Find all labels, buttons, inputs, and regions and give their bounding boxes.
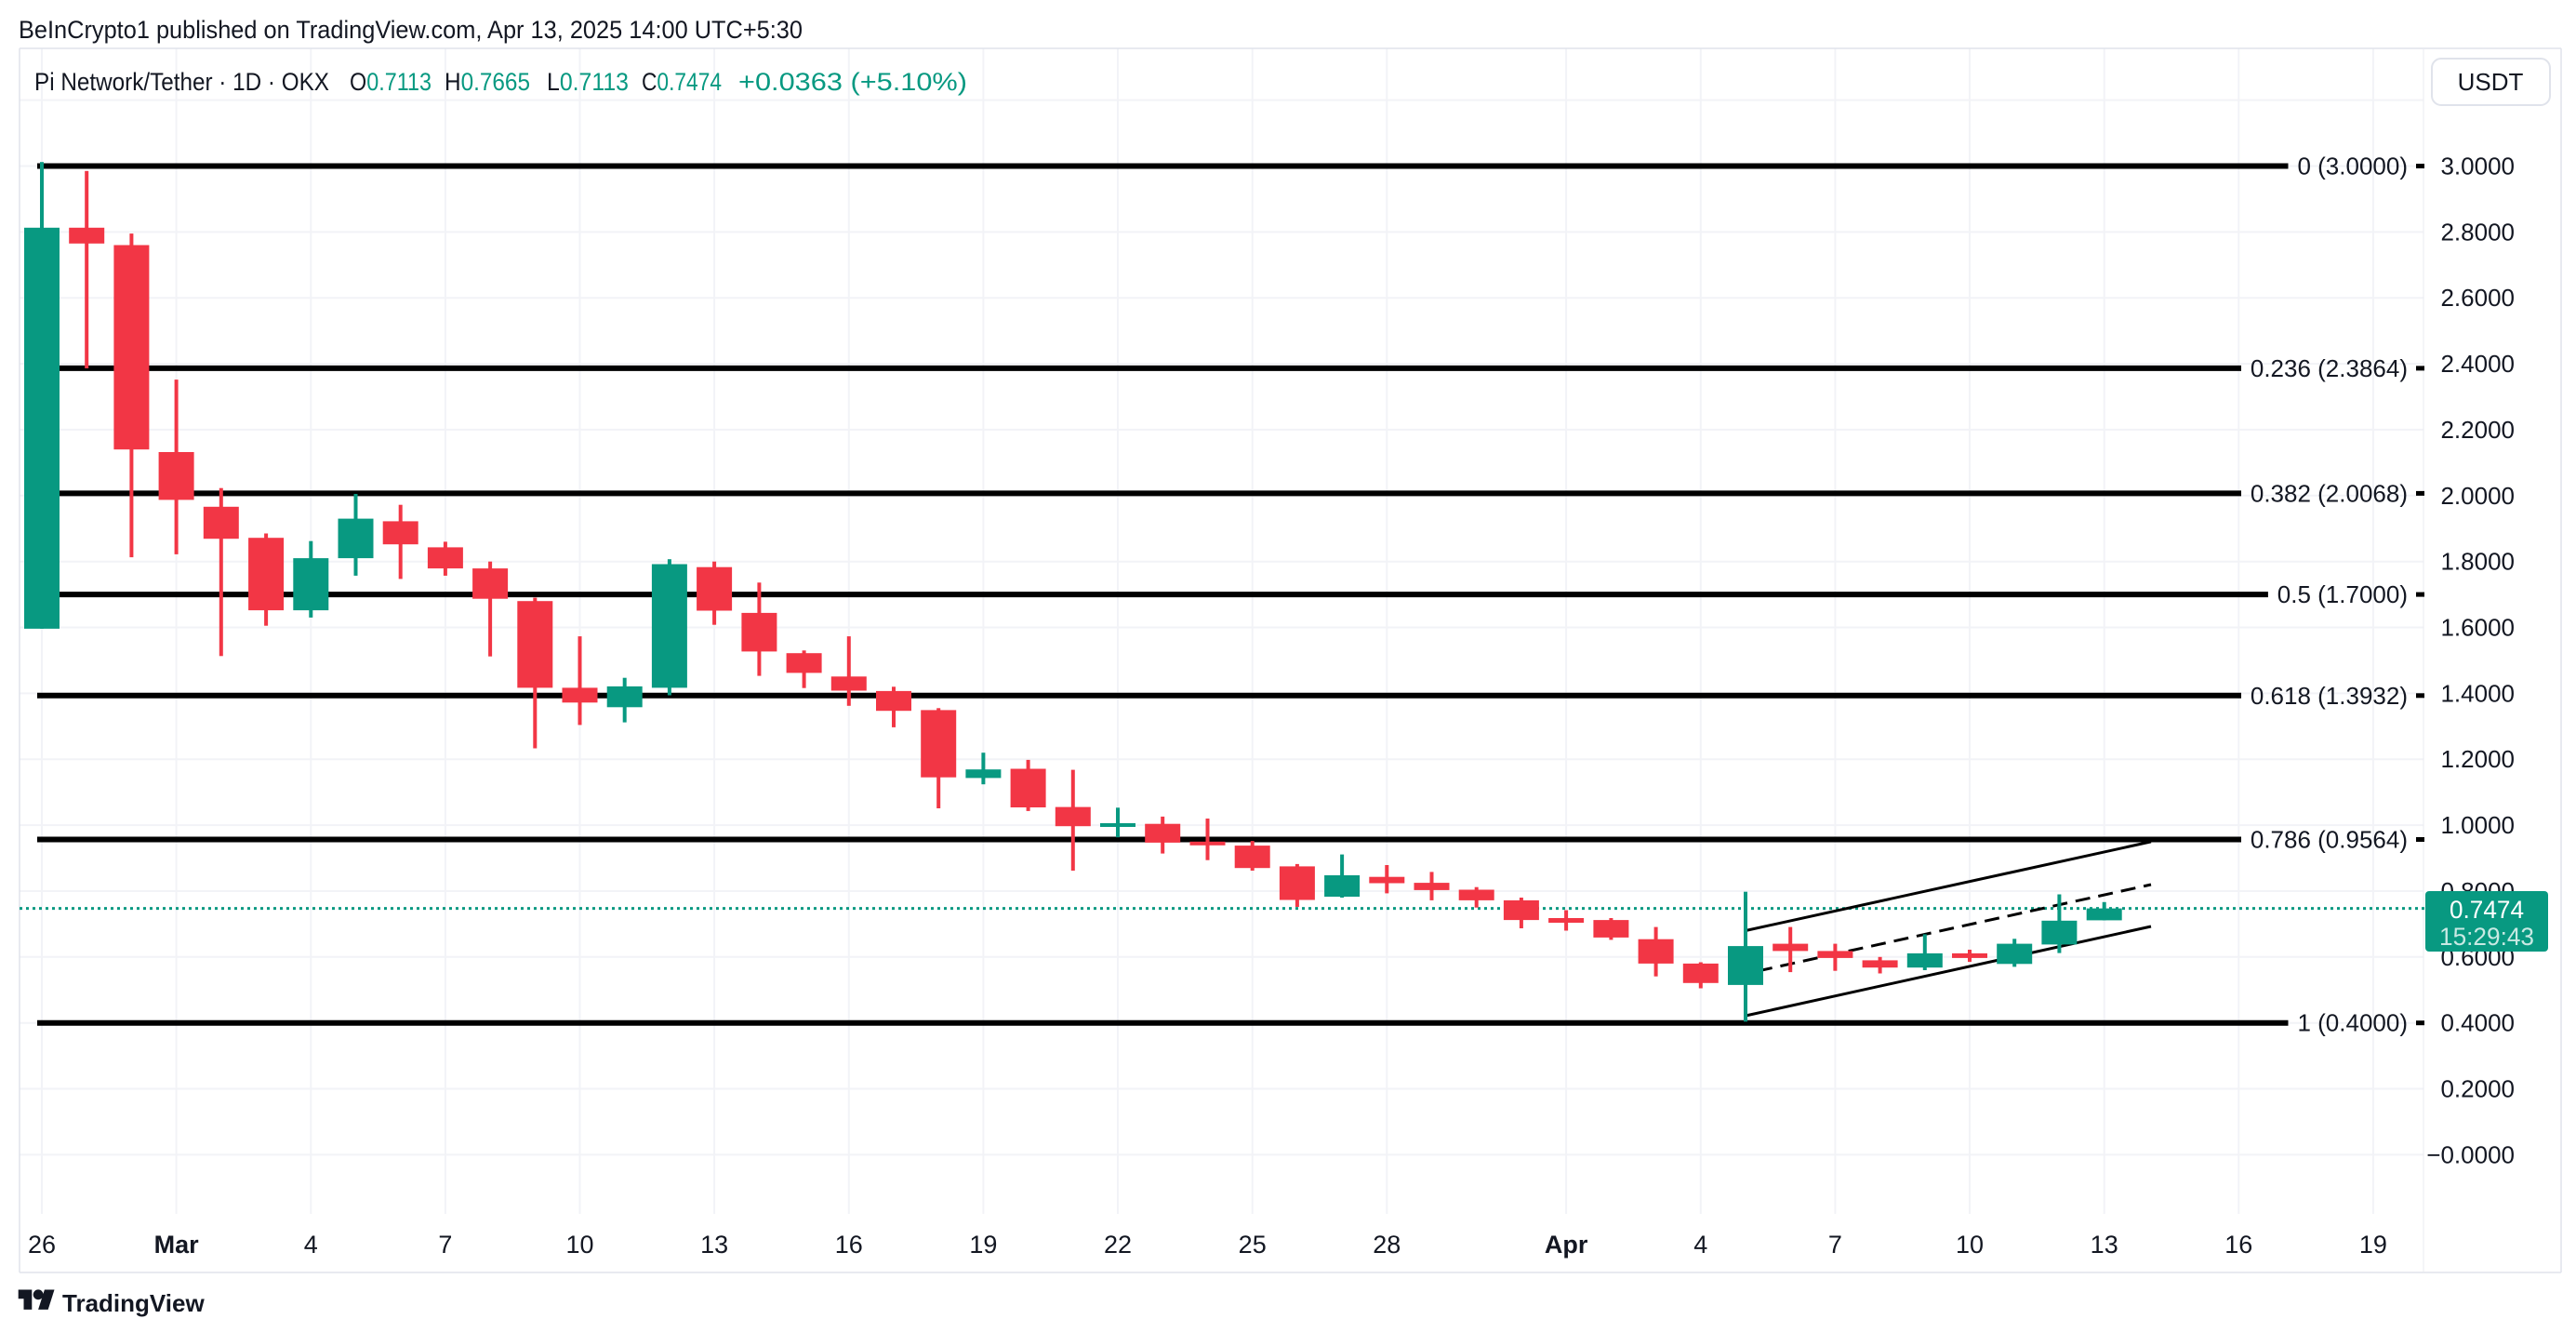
svg-text:O0.7113: O0.7113 [350,68,432,96]
svg-text:−0.0000: −0.0000 [2426,1140,2515,1168]
svg-text:2.2000: 2.2000 [2440,416,2515,444]
svg-text:C0.7474: C0.7474 [642,68,722,96]
svg-text:Mar: Mar [154,1231,200,1259]
svg-text:26: 26 [28,1231,56,1259]
svg-text:0 (3.0000): 0 (3.0000) [2297,153,2408,180]
svg-text:2.4000: 2.4000 [2440,350,2515,378]
svg-text:1 (0.4000): 1 (0.4000) [2297,1009,2408,1037]
svg-text:Pi Network/Tether · 1D · OKX: Pi Network/Tether · 1D · OKX [34,68,329,96]
svg-text:10: 10 [1956,1231,1984,1259]
svg-text:0.4000: 0.4000 [2440,1009,2515,1037]
svg-text:13: 13 [700,1231,728,1259]
svg-text:22: 22 [1104,1231,1132,1259]
svg-text:Apr: Apr [1545,1231,1588,1259]
svg-text:15:29:43: 15:29:43 [2439,923,2534,951]
svg-text:0.618 (1.3932): 0.618 (1.3932) [2251,682,2408,710]
svg-text:19: 19 [2359,1231,2387,1259]
svg-text:4: 4 [1693,1231,1707,1259]
svg-text:3.0000: 3.0000 [2440,153,2515,180]
svg-text:1.0000: 1.0000 [2440,811,2515,839]
svg-text:16: 16 [835,1231,863,1259]
svg-text:1.8000: 1.8000 [2440,548,2515,576]
svg-text:0.382 (2.0068): 0.382 (2.0068) [2251,479,2408,507]
svg-text:TradingView: TradingView [62,1289,205,1317]
svg-text:4: 4 [304,1231,318,1259]
svg-text:0.5 (1.7000): 0.5 (1.7000) [2277,580,2408,608]
svg-text:0.7474: 0.7474 [2450,896,2524,924]
svg-text:19: 19 [969,1231,997,1259]
svg-text:1.4000: 1.4000 [2440,679,2515,707]
svg-text:2.8000: 2.8000 [2440,218,2515,246]
svg-text:13: 13 [2091,1231,2118,1259]
svg-text:2.0000: 2.0000 [2440,482,2515,510]
svg-text:25: 25 [1239,1231,1267,1259]
svg-text:H0.7665: H0.7665 [445,68,530,96]
svg-text:10: 10 [565,1231,593,1259]
svg-text:28: 28 [1373,1231,1401,1259]
svg-text:0.236 (2.3864): 0.236 (2.3864) [2251,354,2408,382]
svg-text:2.6000: 2.6000 [2440,284,2515,312]
svg-text:7: 7 [438,1231,452,1259]
svg-text:0.2000: 0.2000 [2440,1075,2515,1103]
svg-text:7: 7 [1828,1231,1842,1259]
svg-text:+0.0363 (+5.10%): +0.0363 (+5.10%) [738,68,967,96]
svg-text:USDT: USDT [2458,68,2524,96]
svg-text:L0.7113: L0.7113 [547,68,629,96]
svg-text:1.2000: 1.2000 [2440,745,2515,773]
svg-text:1.6000: 1.6000 [2440,614,2515,642]
svg-text:BeInCrypto1 published on Tradi: BeInCrypto1 published on TradingView.com… [19,16,803,44]
svg-text:16: 16 [2224,1231,2252,1259]
svg-text:0.786 (0.9564): 0.786 (0.9564) [2251,826,2408,854]
